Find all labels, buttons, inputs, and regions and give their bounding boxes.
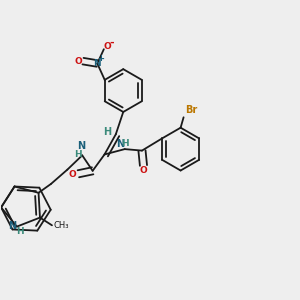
Text: N: N — [8, 221, 16, 231]
Text: Br: Br — [185, 105, 198, 115]
Text: H: H — [74, 150, 81, 159]
Text: O: O — [103, 42, 111, 51]
Text: O: O — [74, 57, 82, 66]
Text: CH₃: CH₃ — [53, 221, 69, 230]
Text: O: O — [68, 170, 76, 179]
Text: H: H — [121, 139, 128, 148]
Text: -: - — [110, 38, 115, 48]
Text: N: N — [78, 141, 86, 151]
Text: N: N — [116, 139, 124, 148]
Text: H: H — [103, 127, 111, 137]
Text: O: O — [140, 166, 148, 175]
Text: N: N — [94, 59, 101, 68]
Text: H: H — [16, 227, 24, 236]
Text: +: + — [98, 54, 104, 63]
